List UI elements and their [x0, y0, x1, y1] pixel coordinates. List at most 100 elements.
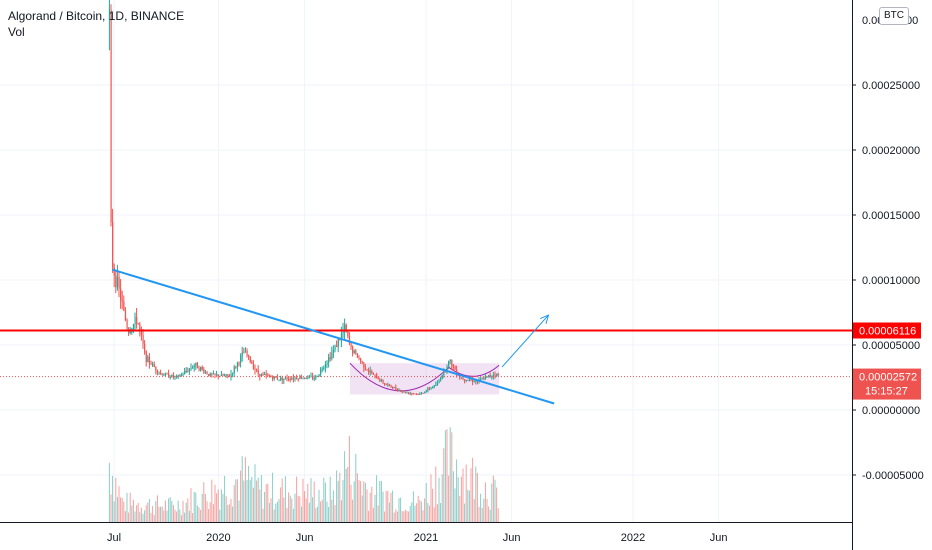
candle-body: [344, 324, 346, 331]
volume-bar: [240, 470, 242, 522]
volume-bar: [414, 505, 416, 522]
candle-body: [388, 384, 391, 386]
cup-highlight: [349, 363, 500, 395]
volume-bar: [243, 480, 245, 522]
candles: [108, 0, 499, 396]
volume-bar: [299, 496, 301, 522]
volume-bar: [280, 487, 282, 522]
candle-body: [486, 376, 488, 378]
candle-body: [113, 267, 115, 276]
volume-bar: [464, 503, 466, 522]
volume-bar: [457, 477, 459, 522]
volume-bar: [118, 486, 120, 522]
volume-bar: [446, 429, 448, 522]
volume-bar: [288, 492, 290, 522]
volume-bar: [331, 499, 333, 522]
candle-body: [216, 374, 218, 376]
candle-body: [449, 360, 451, 362]
candle-body: [147, 356, 149, 363]
candle-body: [404, 391, 407, 393]
candle-body: [355, 350, 357, 354]
volume-bar: [184, 512, 186, 522]
x-tick-label: Jun: [296, 532, 314, 544]
candle-body: [262, 373, 264, 375]
volume-bar: [385, 490, 387, 522]
currency-badge[interactable]: BTC: [879, 7, 909, 25]
candle-body: [403, 391, 405, 393]
candle-body: [152, 364, 154, 366]
volume-bar: [232, 506, 234, 522]
candle-body: [318, 374, 320, 377]
volume-bars: [108, 427, 499, 522]
volume-bar: [168, 498, 170, 522]
candle-body: [395, 387, 397, 390]
candle-body: [441, 375, 443, 379]
candle-body: [432, 387, 434, 389]
candle-body: [384, 383, 386, 385]
volume-bar: [198, 507, 200, 522]
volume-bar: [126, 492, 128, 522]
volume-bar: [195, 492, 197, 522]
volume-bar: [270, 498, 272, 522]
candle-body: [331, 352, 333, 359]
volume-bar: [230, 498, 232, 522]
candle-body: [305, 378, 307, 380]
candle-body: [155, 366, 157, 371]
candle-body: [291, 378, 293, 380]
volume-bar: [224, 475, 226, 522]
candle-body: [406, 392, 408, 394]
candle-body: [468, 379, 471, 381]
volume-bar: [489, 509, 491, 522]
candle-body: [184, 371, 186, 374]
y-tick-label: 0.00020000: [862, 145, 920, 157]
candle-body: [238, 362, 240, 364]
volume-bar: [336, 470, 338, 522]
y-tick-label: 0.00000000: [862, 405, 920, 417]
volume-bar: [320, 501, 322, 522]
volume-bar: [134, 511, 136, 522]
volume-bar: [392, 490, 394, 522]
candle-body: [369, 371, 371, 373]
candle-body: [374, 374, 376, 376]
volume-bar: [196, 505, 198, 522]
candle-body: [115, 275, 117, 288]
candle-body: [169, 377, 171, 379]
candle-body: [337, 339, 339, 347]
volume-bar: [148, 498, 150, 522]
candle-body: [140, 329, 143, 336]
candle-body: [408, 392, 410, 394]
volume-bar: [254, 464, 256, 522]
candle-body: [192, 367, 194, 369]
volume-bar: [246, 480, 248, 522]
candle-body: [440, 378, 442, 381]
volume-bar: [164, 500, 166, 522]
volume-bar: [316, 506, 318, 522]
candle-body: [436, 382, 439, 386]
volume-bar: [393, 512, 395, 522]
volume-bar: [494, 479, 496, 522]
volume-bar: [291, 498, 293, 522]
volume-bar: [137, 502, 139, 522]
volume-bar: [259, 489, 261, 522]
candle-body: [188, 368, 191, 372]
candle-body: [145, 350, 147, 363]
symbol-title[interactable]: Algorand / Bitcoin, 1D, BINANCE: [8, 9, 185, 23]
candle-body: [158, 372, 160, 374]
candle-body: [328, 357, 330, 363]
volume-bar: [283, 497, 285, 522]
volume-label[interactable]: Vol: [8, 25, 25, 39]
volume-bar: [251, 476, 253, 522]
volume-bar: [411, 502, 413, 522]
volume-bar: [443, 448, 445, 522]
volume-bar: [185, 502, 187, 522]
volume-bar: [132, 499, 134, 522]
volume-bar: [350, 484, 352, 522]
volume-bar: [233, 485, 235, 522]
candle-body: [267, 374, 269, 376]
candle-body: [454, 366, 456, 370]
candle-body: [414, 393, 416, 395]
volume-bar: [401, 511, 403, 522]
volume-bar: [379, 480, 381, 522]
volume-bar: [427, 502, 429, 522]
